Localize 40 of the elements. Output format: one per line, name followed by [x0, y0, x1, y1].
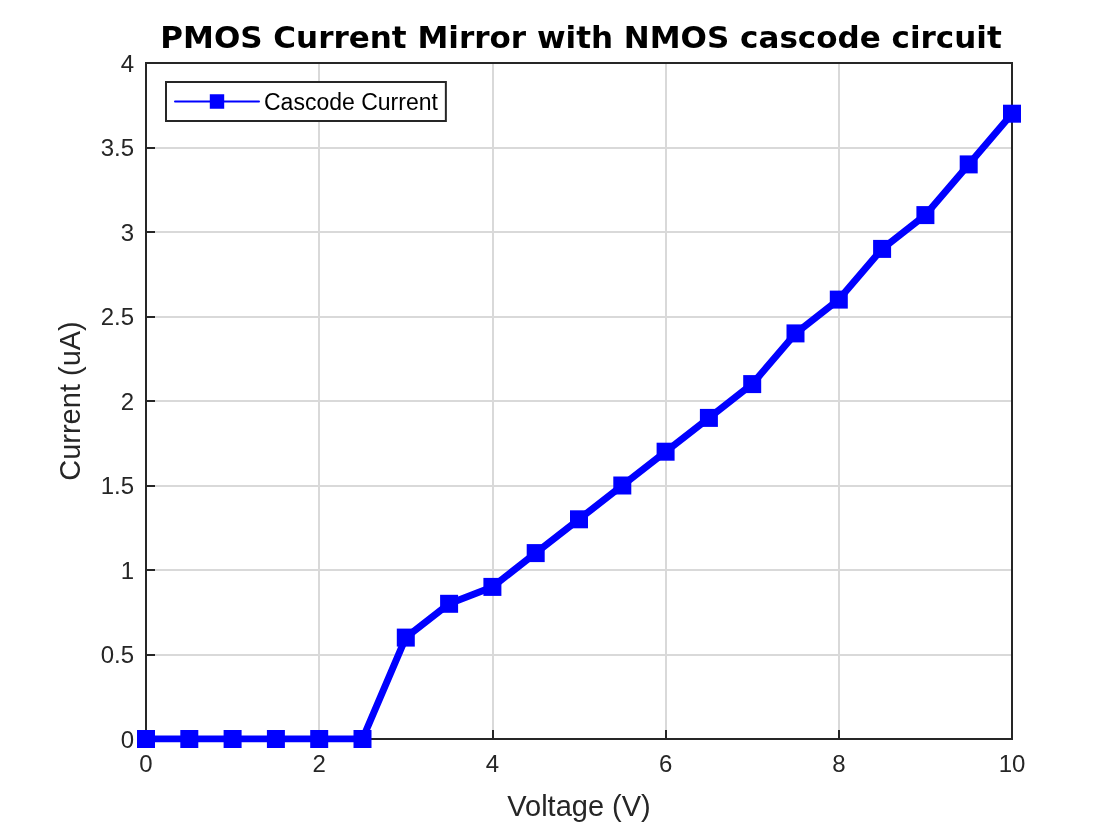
point: [1003, 104, 1021, 123]
x-tick-label: 4: [485, 749, 500, 777]
point: [223, 730, 242, 748]
point: [353, 730, 372, 748]
point: [137, 730, 155, 748]
y-tick-label: 4: [120, 49, 134, 77]
point: [440, 594, 459, 613]
chart-title: PMOS Current Mirror with NMOS cascode circuit: [160, 18, 1002, 55]
point: [873, 239, 892, 258]
point: [786, 324, 805, 343]
x-axis-title: Voltage (V): [507, 789, 651, 822]
point: [613, 476, 632, 495]
point: [396, 628, 415, 647]
x-tick-label: 0: [139, 749, 153, 777]
y-tick-label: 0.5: [100, 641, 134, 668]
point: [180, 730, 199, 748]
y-tick-label: 0: [120, 725, 134, 753]
y-tick-label: 2.5: [100, 303, 134, 330]
point: [656, 442, 675, 461]
y-tick-label: 1.5: [100, 472, 134, 499]
x-tick-label: 6: [658, 749, 673, 777]
point: [570, 510, 588, 529]
point: [699, 408, 718, 427]
y-axis-title: Current (uA): [53, 321, 86, 481]
point: [829, 290, 848, 309]
point: [483, 577, 502, 596]
point: [916, 206, 935, 225]
point: [959, 155, 978, 174]
y-tick-label: 1: [120, 556, 134, 584]
x-tick-label: 2: [312, 749, 326, 777]
y-tick-label: 3.5: [100, 134, 134, 161]
point: [266, 730, 285, 748]
y-tick-label: 2: [120, 387, 134, 415]
x-tick-label: 10: [998, 749, 1026, 777]
point: [526, 544, 545, 563]
legend-label: Cascode Current: [264, 88, 439, 115]
point: [310, 730, 329, 748]
point: [743, 375, 762, 394]
x-tick-label: 8: [832, 749, 846, 777]
y-tick-label: 3: [120, 218, 134, 246]
